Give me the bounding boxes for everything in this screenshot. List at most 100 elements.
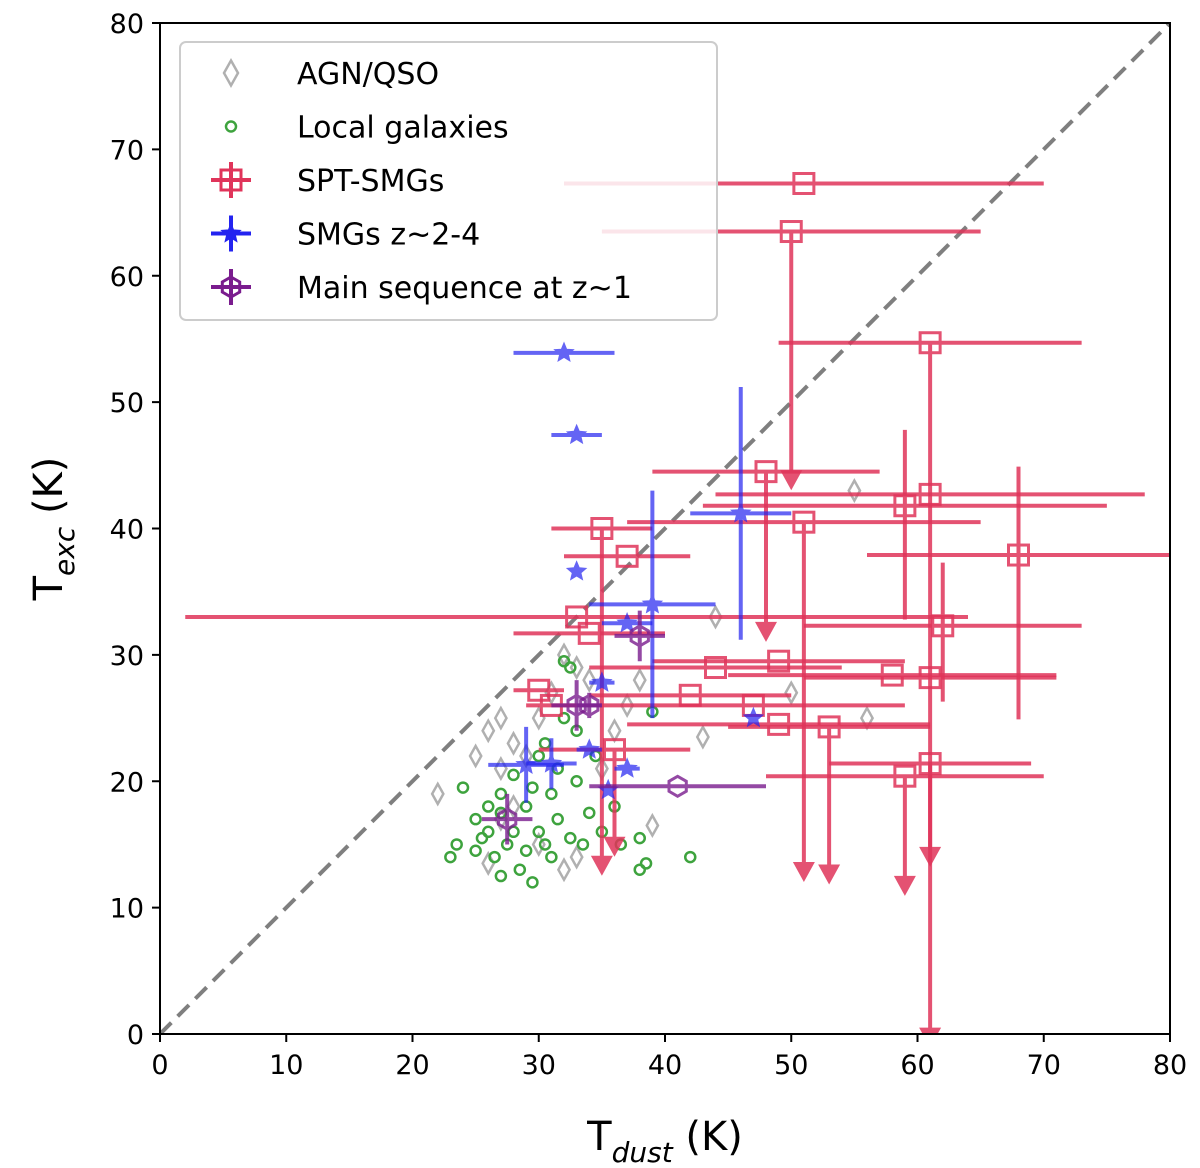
star-point-3 [565,560,588,581]
y-tick-label: 20 [110,767,144,798]
circle-point-38 [469,844,482,858]
square-point-3 [652,460,880,642]
circle-point-8 [494,787,508,801]
x-tick-label: 50 [774,1050,808,1081]
square-marker [792,171,816,195]
star-point-6 [589,671,615,692]
x-axis-title-unit: (K) [673,1114,743,1160]
circle-point-12 [513,863,527,876]
circle-point-19 [545,850,558,864]
upper-limit-arrow [893,875,916,896]
circle-point-4 [475,831,489,845]
star-marker [616,757,638,778]
circle-point-33 [633,831,646,845]
square-point-6 [627,510,981,883]
circle-point-1 [450,838,463,851]
legend-entry-smgs-z-2-4: SMGs z~2-4 [211,215,480,253]
star-marker [742,706,765,728]
hexagon-marker [497,807,518,831]
star-marker [553,341,575,362]
circle-point-34 [633,863,646,876]
legend-entry-spt-smgs: SPT-SMGs [211,162,444,199]
square-point-23 [538,738,691,857]
series-smgs-z-2-4 [488,341,792,803]
circle-point-3 [469,812,482,826]
star-point-11 [614,757,640,778]
circle-point-40 [507,768,520,782]
star-marker [515,753,537,774]
circle-point-28 [583,806,596,820]
diamond-point-24 [569,844,584,870]
plot-area [160,23,1170,1034]
star-point-1 [551,423,602,445]
square-marker [615,544,639,568]
square-marker [817,715,841,739]
circle-point-24 [557,654,571,668]
upper-limit-arrow [818,864,841,885]
x-tick-label: 80 [1153,1050,1187,1081]
y-axis-title-sub: exc [48,526,81,576]
circle-point-13 [519,800,533,813]
circle-point-15 [526,876,539,889]
circle-point-0 [444,850,457,864]
diamond-point-3 [493,705,508,731]
y-tick-label: 40 [110,515,144,546]
legend-circle-icon [224,120,238,133]
square-marker [893,494,917,518]
one-to-one-line [160,23,1170,1034]
star-marker [578,738,601,759]
x-tick-label: 70 [1027,1050,1061,1081]
circle-point-43 [526,781,539,794]
diamond-point-1 [468,743,483,769]
legend-hexagon-icon [220,275,242,299]
square-marker [767,712,791,736]
square-marker [767,649,791,673]
hexagon-marker [667,774,688,799]
legend-square-icon [219,168,243,192]
square-marker [603,738,626,762]
circle-point-22 [557,711,571,725]
x-tick-label: 40 [648,1050,682,1081]
star-marker [540,752,563,773]
circle-point-35 [639,857,653,870]
diamond-point-5 [506,730,521,756]
square-point-25 [829,752,1032,1034]
circle-point-39 [494,869,508,883]
x-axis-title: Tdust (K) [586,1114,743,1168]
star-marker [616,612,638,633]
diamond-point-13 [607,718,622,744]
y-tick-label: 50 [110,388,144,419]
square-point-11 [803,562,1082,702]
star-marker [565,423,588,445]
circle-point-2 [456,781,470,794]
circle-point-5 [482,800,495,813]
hexagon-marker [566,693,587,718]
hexagon-point-2 [576,692,602,719]
square-point-24 [766,764,1044,896]
diamond-point-11 [582,667,597,693]
square-marker [754,460,778,484]
diamond-point-23 [556,857,572,883]
legend-entry-main-sequence-at-z-1: Main sequence at z~1 [211,269,632,306]
upper-limit-arrow [590,855,613,876]
legend-label: Main sequence at z~1 [297,271,632,306]
square-marker [565,605,589,629]
circle-point-25 [564,661,577,674]
square-point-10 [185,605,968,629]
square-marker [918,666,942,690]
star-point-8 [576,738,602,759]
star-point-10 [526,738,577,789]
square-marker [880,663,904,687]
legend-label: AGN/QSO [297,57,439,92]
circle-point-41 [545,787,558,801]
square-point-22 [728,715,931,885]
legend-star-icon [220,222,242,243]
circle-point-7 [488,850,501,864]
legend-entry-local-galaxies: Local galaxies [224,111,509,146]
circle-point-16 [532,825,545,839]
square-point-5 [702,429,1107,620]
x-tick-label: 0 [151,1050,168,1081]
diamond-point-17 [708,604,723,630]
upper-limit-arrow [780,470,803,491]
